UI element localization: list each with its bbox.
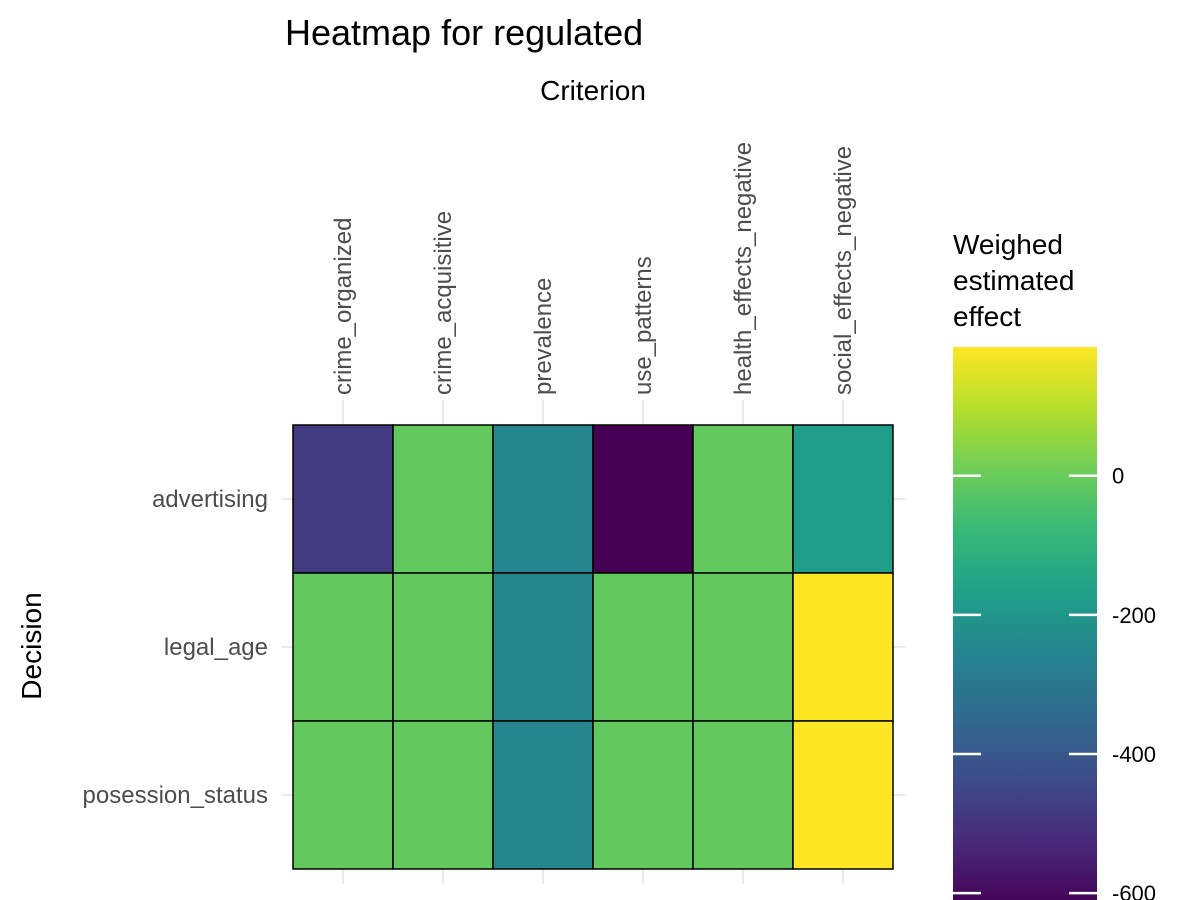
y-tick-label: posession_status bbox=[83, 782, 268, 809]
x-tick-label: crime_organized bbox=[330, 218, 357, 395]
legend-tick-label: -200 bbox=[1112, 603, 1156, 628]
x-tick-label: health_effects_negative bbox=[730, 142, 757, 395]
heatmap-cell-posession_status-use_patterns bbox=[592, 720, 694, 870]
legend-colorbar bbox=[953, 347, 1097, 900]
legend-title-line: Weighed bbox=[953, 229, 1063, 260]
y-tick-labels: advertising legal_age posession_status bbox=[83, 486, 268, 809]
legend-title-line: effect bbox=[953, 301, 1021, 332]
x-tick-label: crime_acquisitive bbox=[430, 211, 457, 395]
chart-title: Heatmap for regulated bbox=[285, 12, 643, 53]
heatmap-cell-advertising-health_effects_negative bbox=[692, 424, 794, 574]
heatmap-cell-posession_status-prevalence bbox=[492, 720, 594, 870]
legend-title-line: estimated bbox=[953, 265, 1074, 296]
x-tick-label: social_effects_negative bbox=[830, 146, 857, 395]
heatmap-cell-advertising-prevalence bbox=[492, 424, 594, 574]
y-tick-label: advertising bbox=[152, 486, 268, 513]
heatmap-cell-advertising-crime_acquisitive bbox=[392, 424, 494, 574]
heatmap-cell-posession_status-crime_organized bbox=[292, 720, 394, 870]
heatmap-cell-posession_status-crime_acquisitive bbox=[392, 720, 494, 870]
heatmap-cell-posession_status-health_effects_negative bbox=[692, 720, 794, 870]
heatmap-cell-legal_age-health_effects_negative bbox=[692, 572, 794, 722]
x-tick-label: use_patterns bbox=[630, 256, 657, 395]
y-axis-title: Decision bbox=[16, 592, 47, 699]
heatmap-cell-legal_age-prevalence bbox=[492, 572, 594, 722]
heatmap-cell-posession_status-social_effects_negative bbox=[792, 720, 894, 870]
x-axis-title: Criterion bbox=[540, 75, 646, 106]
x-tick-label: prevalence bbox=[530, 278, 557, 395]
heatmap-cell-legal_age-social_effects_negative bbox=[792, 572, 894, 722]
heatmap-cell-legal_age-use_patterns bbox=[592, 572, 694, 722]
heatmap-cell-legal_age-crime_acquisitive bbox=[392, 572, 494, 722]
legend-tick-label: -600 bbox=[1112, 881, 1156, 900]
color-legend: Weighed estimated effect 0 -200 -400 -600 bbox=[953, 229, 1156, 900]
heatmap-cell-advertising-crime_organized bbox=[292, 424, 394, 574]
heatmap-cell-advertising-use_patterns bbox=[592, 424, 694, 574]
heatmap-tiles bbox=[292, 424, 894, 870]
legend-ticks: 0 -200 -400 -600 bbox=[953, 464, 1156, 900]
legend-tick-label: 0 bbox=[1112, 464, 1124, 489]
x-tick-labels: crime_organized crime_acquisitive prevalen… bbox=[330, 142, 857, 395]
heatmap-cell-legal_age-crime_organized bbox=[292, 572, 394, 722]
y-tick-label: legal_age bbox=[164, 634, 268, 661]
legend-tick-label: -400 bbox=[1112, 742, 1156, 767]
heatmap-cell-advertising-social_effects_negative bbox=[792, 424, 894, 574]
